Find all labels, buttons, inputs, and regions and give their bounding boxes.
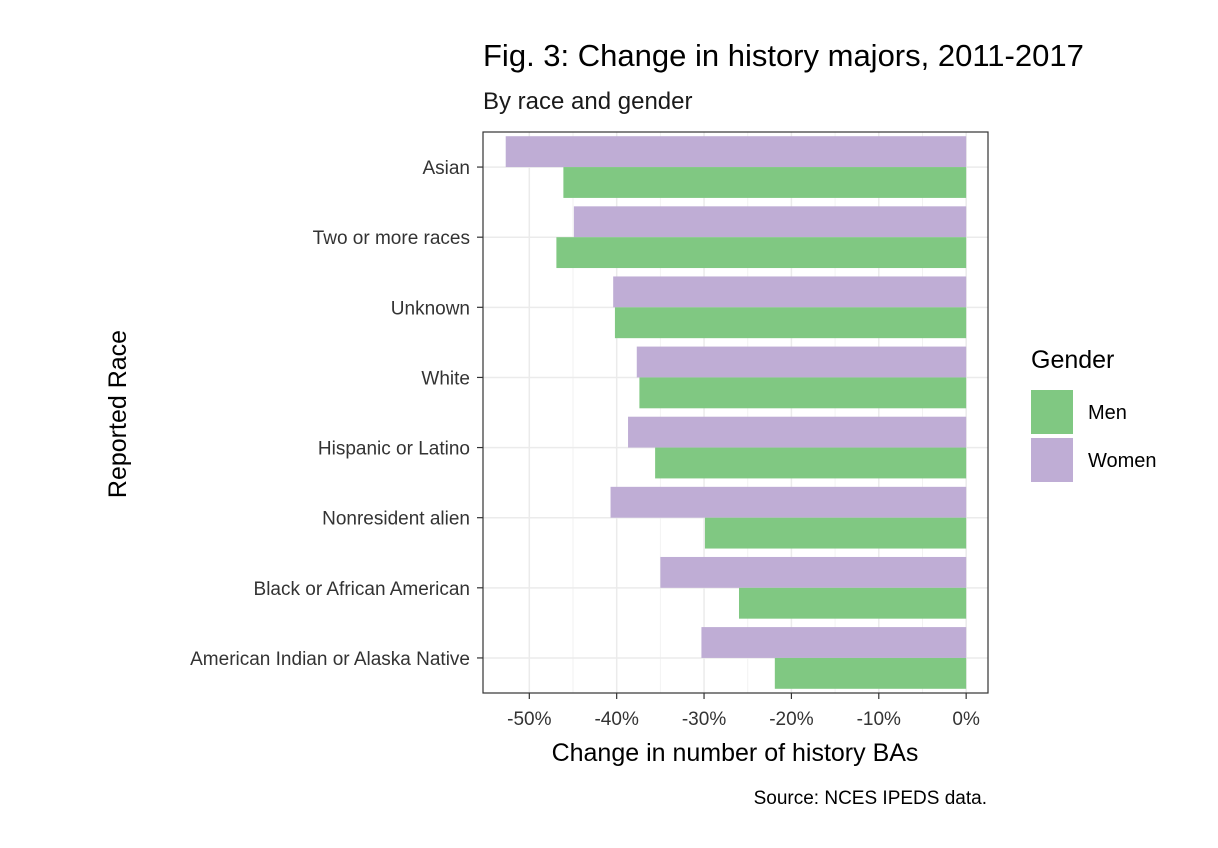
chart-title: Fig. 3: Change in history majors, 2011-2… [483,38,1084,73]
y-axis-title: Reported Race [104,330,132,498]
x-tick-label: -50% [507,709,551,730]
bar-men [704,517,967,549]
bar-men [738,587,967,619]
legend-key-men [1031,390,1073,434]
y-tick-label: White [421,368,470,389]
x-axis-title: Change in number of history BAs [552,739,919,767]
bar-men [774,657,967,689]
bar-women [628,416,967,448]
bar-men [556,237,967,269]
y-tick-label: Unknown [391,298,470,319]
x-axis: -50% -40% -30% -20% -10% 0% [507,693,980,730]
x-tick-label: -30% [682,709,726,730]
y-tick-label: American Indian or Alaska Native [190,649,470,670]
x-tick-label: -20% [769,709,813,730]
y-tick-label: Hispanic or Latino [318,439,470,460]
y-tick-label: Black or African American [254,579,470,600]
bar-women [613,276,967,308]
bar-women [573,206,967,238]
bar-women [610,486,967,518]
y-tick-label: Nonresident alien [322,509,470,530]
bar-women [636,346,967,378]
bar-women [505,136,967,168]
x-tick-label: -40% [594,709,638,730]
source-caption: Source: NCES IPEDS data. [754,788,987,809]
legend: Gender Men Women [1031,346,1157,482]
bar-women [701,627,967,658]
plot-border [482,131,989,694]
bar-women [660,556,967,588]
x-tick-label: 0% [952,709,980,730]
y-tick-label: Two or more races [313,228,470,249]
bar-men [655,447,967,479]
bar-men [639,377,967,409]
chart-subtitle: By race and gender [483,88,692,115]
legend-label-men: Men [1088,402,1127,424]
legend-label-women: Women [1088,450,1157,472]
bar-men [614,307,967,339]
x-tick-label: -10% [857,709,901,730]
y-axis: Asian Two or more races Unknown White Hispan… [190,158,483,670]
bar-men [563,167,967,198]
y-tick-label: Asian [422,158,470,179]
legend-key-women [1031,438,1073,482]
bars [505,136,967,689]
legend-title: Gender [1031,346,1114,374]
